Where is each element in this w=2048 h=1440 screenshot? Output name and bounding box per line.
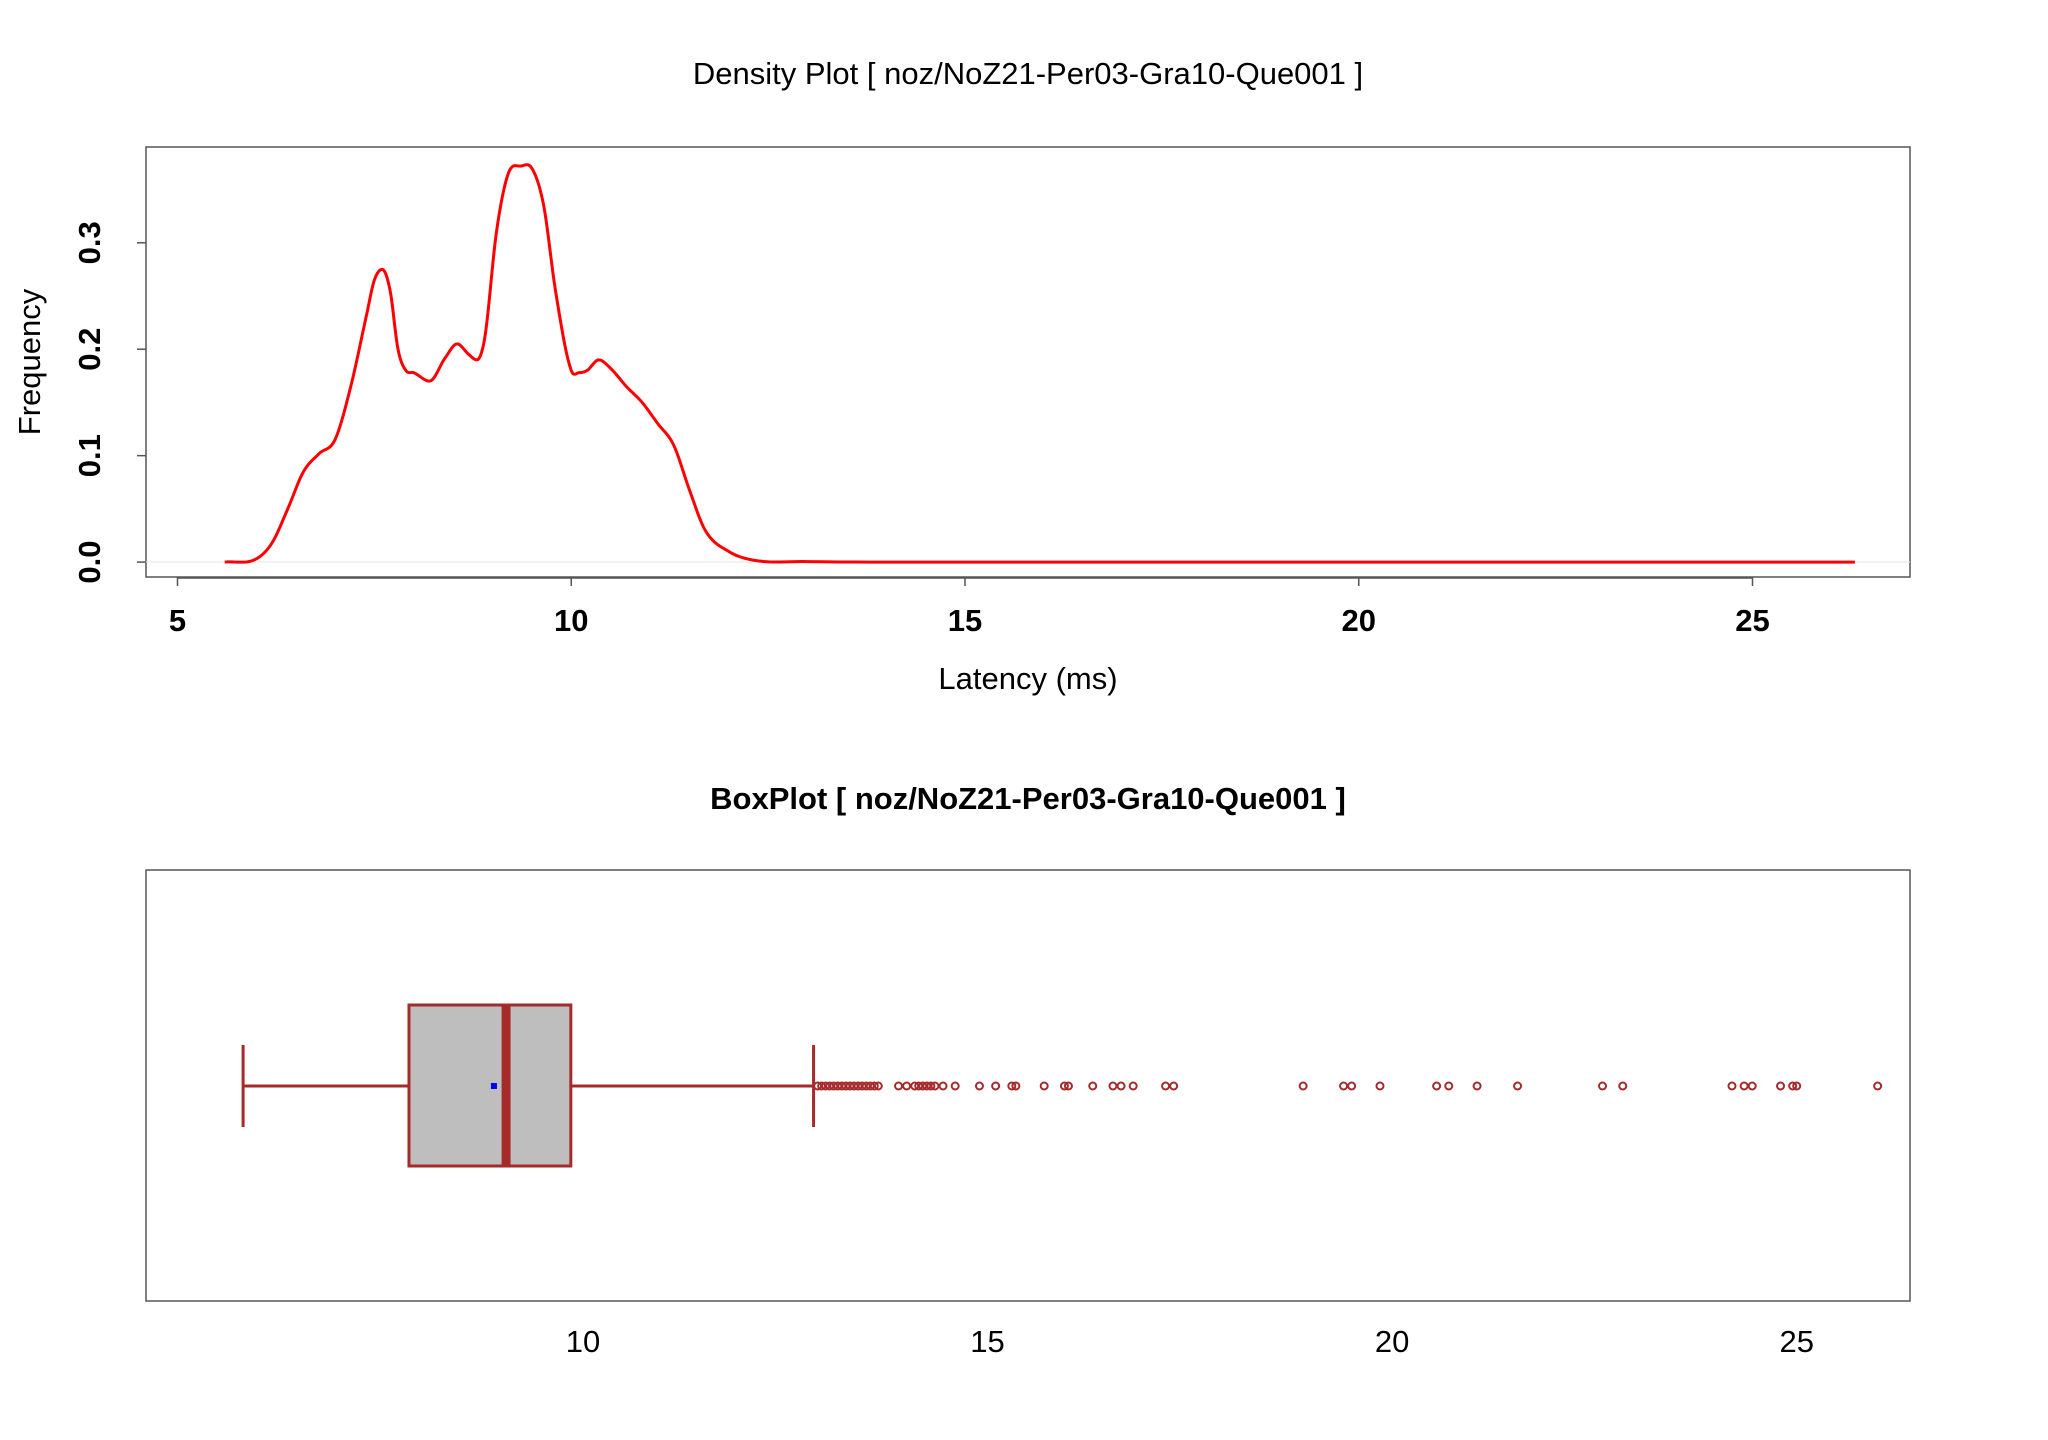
outlier-point [926, 1081, 936, 1091]
outlier-point [894, 1081, 904, 1091]
outlier-point [922, 1081, 932, 1091]
outlier-point [950, 1081, 960, 1091]
outlier-point [1873, 1081, 1883, 1091]
outlier-point [1432, 1081, 1442, 1091]
outlier-point [1011, 1081, 1021, 1091]
density-y-tick-label: 0.2 [72, 328, 107, 371]
outlier-point [914, 1081, 924, 1091]
outlier-point [853, 1081, 863, 1091]
outlier-point [1444, 1081, 1454, 1091]
outlier-point [918, 1081, 928, 1091]
outlier-point [938, 1081, 948, 1091]
outlier-point [1792, 1081, 1802, 1091]
box-x-tick-label: 20 [1375, 1324, 1409, 1359]
outlier-point [1039, 1081, 1049, 1091]
outlier-point [1088, 1081, 1098, 1091]
density-x-axis: 5 10 15 20 25 [169, 577, 1770, 638]
outlier-point [813, 1081, 823, 1091]
density-y-tick-label: 0.1 [72, 434, 107, 477]
outlier-point [865, 1081, 875, 1091]
outlier-point [1472, 1081, 1482, 1091]
outlier-point [1747, 1081, 1757, 1091]
outlier-point [991, 1081, 1001, 1091]
density-frame [145, 146, 1911, 578]
outlier-point [857, 1081, 867, 1091]
density-title: Density Plot [ noz/NoZ21-Per03-Gra10-Que… [693, 56, 1363, 91]
box-chart: BoxPlot [ noz/NoZ21-Per03-Gra10-Que001 ]… [145, 781, 1911, 1359]
outlier-point [1128, 1081, 1138, 1091]
box-frame [145, 869, 1911, 1302]
density-x-tick-label: 25 [1735, 603, 1769, 638]
density-x-tick-label: 10 [554, 603, 588, 638]
outlier-point [845, 1081, 855, 1091]
density-curve [224, 163, 1855, 564]
box-elements [241, 1003, 816, 1168]
outlier-point [1513, 1081, 1523, 1091]
outlier-point [817, 1081, 827, 1091]
density-y-axis: 0.0 0.1 0.2 0.3 [72, 221, 146, 584]
outlier-point [1059, 1081, 1069, 1091]
outlier-point [841, 1081, 851, 1091]
outlier-point [849, 1081, 859, 1091]
density-y-tick-label: 0.3 [72, 221, 107, 264]
density-x-tick-label: 15 [948, 603, 982, 638]
outlier-point [1375, 1081, 1385, 1091]
outlier-point [833, 1081, 843, 1091]
outlier-point [1108, 1081, 1118, 1091]
mean-marker [490, 1083, 497, 1089]
box-x-tick-label: 15 [970, 1324, 1004, 1359]
outlier-point [1347, 1081, 1357, 1091]
outlier-point [869, 1081, 879, 1091]
outlier-point [1169, 1081, 1179, 1091]
outlier-point [930, 1081, 940, 1091]
density-chart: Density Plot [ noz/NoZ21-Per03-Gra10-Que… [12, 56, 1911, 696]
outlier-point [861, 1081, 871, 1091]
outlier-point [873, 1081, 883, 1091]
density-x-tick-label: 20 [1342, 603, 1376, 638]
box-x-tick-label: 10 [566, 1324, 600, 1359]
outlier-point [1727, 1081, 1737, 1091]
outlier-point [1298, 1081, 1308, 1091]
outlier-point [1161, 1081, 1171, 1091]
outlier-point [821, 1081, 831, 1091]
density-y-label: Frequency [12, 288, 47, 435]
outlier-point [1007, 1081, 1017, 1091]
box-title: BoxPlot [ noz/NoZ21-Per03-Gra10-Que001 ] [710, 781, 1346, 816]
outlier-point [837, 1081, 847, 1091]
outlier-point [1788, 1081, 1798, 1091]
outlier-point [1063, 1081, 1073, 1091]
outlier-point [902, 1081, 912, 1091]
outlier-point [1598, 1081, 1608, 1091]
outlier-point [910, 1081, 920, 1091]
outlier-point [1339, 1081, 1349, 1091]
outlier-point [829, 1081, 839, 1091]
density-x-tick-label: 5 [169, 603, 186, 638]
density-y-tick-label: 0.0 [72, 541, 107, 584]
density-x-label: Latency (ms) [938, 661, 1117, 696]
interquartile-box [407, 1003, 573, 1168]
outlier-point [1618, 1081, 1628, 1091]
outlier-point [1739, 1081, 1749, 1091]
outlier-point [825, 1081, 835, 1091]
box-x-tick-label: 25 [1779, 1324, 1813, 1359]
box-x-axis: 10 15 20 25 [566, 1324, 1814, 1359]
outlier-point [1116, 1081, 1126, 1091]
box-outliers [813, 1081, 1883, 1091]
outlier-point [974, 1081, 984, 1091]
outlier-point [1776, 1081, 1786, 1091]
